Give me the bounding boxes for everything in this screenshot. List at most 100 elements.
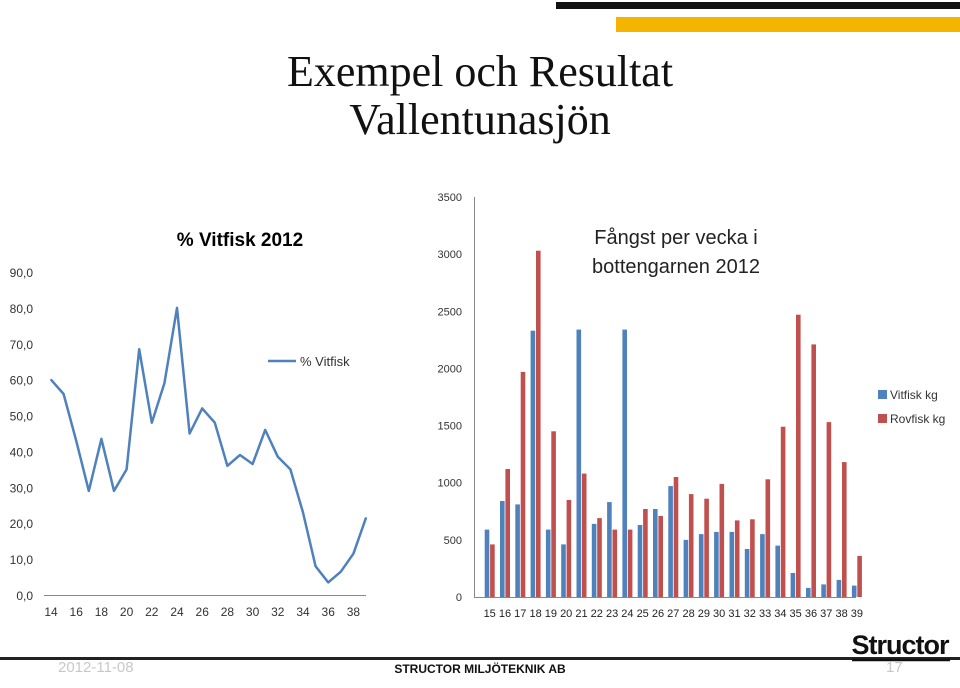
bar-rovfisk bbox=[505, 469, 510, 597]
bar-vitfisk bbox=[653, 509, 658, 597]
bar-chart-y-tick: 500 bbox=[444, 535, 462, 547]
line-chart-x-tick: 36 bbox=[322, 605, 336, 619]
line-chart-point bbox=[100, 438, 103, 440]
line-chart-y-tick: 50,0 bbox=[10, 410, 34, 424]
line-chart-x-tick: 30 bbox=[246, 605, 260, 619]
bar-chart-x-axis: 15 16 17 18 19 20 21 22 23 24 25 26 27 28 29 30 31 32 33 34… bbox=[484, 608, 863, 620]
bar-chart-x-tick: 29 bbox=[698, 608, 710, 620]
structor-logo-text: Structor bbox=[851, 632, 950, 660]
line-chart-x-axis: 14 16 18 20 22 24 26 28 30 32 34 36 38 bbox=[44, 605, 360, 619]
bar-chart-x-tick: 15 bbox=[484, 608, 496, 620]
line-chart-point bbox=[340, 570, 342, 573]
bar-chart-x-tick: 24 bbox=[621, 608, 633, 620]
line-chart-x-tick: 16 bbox=[70, 605, 84, 619]
line-chart-point bbox=[88, 490, 90, 492]
bar-chart-y-tick: 0 bbox=[456, 592, 462, 604]
bar-chart-x-tick: 20 bbox=[560, 608, 572, 620]
line-chart-point bbox=[327, 581, 330, 584]
structor-logo: Structor bbox=[851, 632, 951, 662]
bar-vitfisk bbox=[500, 501, 505, 597]
line-chart-point bbox=[50, 378, 52, 381]
bar-vitfisk bbox=[760, 534, 765, 597]
bar-chart-legend-label-vitfisk: Vitfisk kg bbox=[890, 388, 938, 402]
line-chart-x-tick: 32 bbox=[271, 605, 285, 619]
line-chart-y-tick: 90,0 bbox=[10, 266, 34, 280]
bar-chart-y-tick: 2500 bbox=[438, 306, 462, 318]
line-chart-x-tick: 18 bbox=[95, 605, 109, 619]
bar-rovfisk bbox=[826, 422, 832, 597]
line-chart-x-tick: 26 bbox=[196, 605, 210, 619]
bar-rovfisk bbox=[811, 344, 816, 597]
line-chart-x-tick: 28 bbox=[221, 605, 235, 619]
bar-rovfisk bbox=[750, 519, 755, 597]
line-chart-point bbox=[138, 348, 140, 350]
bar-chart-legend-swatch-rovfisk bbox=[878, 414, 887, 423]
top-accent-bar-black bbox=[556, 2, 960, 9]
bar-rovfisk bbox=[673, 477, 679, 597]
line-chart-x-tick: 20 bbox=[120, 605, 134, 619]
line-chart-y-tick: 40,0 bbox=[10, 445, 34, 459]
bar-chart-y-tick: 2000 bbox=[438, 363, 462, 375]
bar-rovfisk bbox=[566, 499, 572, 597]
bar-chart-x-tick: 25 bbox=[637, 608, 649, 620]
bar-rovfisk bbox=[627, 529, 633, 597]
line-chart-y-tick: 0,0 bbox=[16, 589, 33, 603]
bar-chart-y-tick: 1000 bbox=[438, 478, 462, 490]
bar-vitfisk bbox=[668, 486, 673, 597]
bar-rovfisk bbox=[780, 426, 786, 597]
bar-vitfisk bbox=[515, 504, 520, 597]
bar-vitfisk bbox=[683, 539, 689, 597]
bar-chart-x-tick: 39 bbox=[851, 608, 863, 620]
bar-chart-x-tick: 19 bbox=[545, 608, 557, 620]
line-chart: % Vitfisk 2012 0,0 10,0 20,0 30,0 40,0 50,0 60… bbox=[10, 230, 368, 619]
bar-chart-y-tick: 3000 bbox=[438, 249, 462, 261]
bar-rovfisk bbox=[842, 462, 847, 597]
bar-chart-x-tick: 36 bbox=[805, 608, 817, 620]
line-chart-point bbox=[188, 432, 191, 435]
bar-vitfisk bbox=[698, 534, 704, 597]
bar-vitfisk bbox=[744, 549, 750, 597]
line-chart-x-tick: 14 bbox=[44, 605, 58, 619]
bar-chart-title-line2: bottengarnen 2012 bbox=[592, 256, 760, 278]
line-chart-point bbox=[239, 454, 241, 456]
bar-vitfisk bbox=[591, 523, 597, 597]
line-chart-x-tick: 24 bbox=[170, 605, 184, 619]
bar-chart-x-tick: 38 bbox=[835, 608, 847, 620]
bar-rovfisk bbox=[796, 314, 801, 597]
bar-rovfisk bbox=[490, 544, 495, 597]
line-chart-y-axis: 0,0 10,0 20,0 30,0 40,0 50,0 60,0 70,0 80,0 90,0 bbox=[10, 266, 34, 603]
bar-chart-x-tick: 31 bbox=[728, 608, 740, 620]
line-chart-y-tick: 10,0 bbox=[10, 553, 34, 567]
bar-vitfisk bbox=[836, 579, 842, 597]
line-chart-point bbox=[163, 382, 166, 385]
bar-vitfisk bbox=[530, 330, 536, 597]
bar-chart-x-tick: 28 bbox=[682, 608, 694, 620]
bar-chart-x-tick: 22 bbox=[591, 608, 603, 620]
bar-rovfisk bbox=[719, 483, 725, 597]
bar-chart-bars bbox=[484, 250, 862, 597]
line-chart-point bbox=[289, 468, 292, 471]
bar-rovfisk bbox=[520, 371, 526, 597]
bar-vitfisk bbox=[821, 584, 826, 597]
bar-chart-x-tick: 16 bbox=[499, 608, 511, 620]
bar-vitfisk bbox=[714, 531, 719, 597]
line-chart-point bbox=[226, 465, 229, 467]
line-chart-legend-label: % Vitfisk bbox=[300, 354, 350, 369]
bar-chart-x-tick: 30 bbox=[713, 608, 725, 620]
bar-chart-y-tick: 1500 bbox=[438, 421, 462, 433]
bar-chart-x-tick: 17 bbox=[514, 608, 526, 620]
bar-rovfisk bbox=[551, 431, 556, 597]
bar-vitfisk bbox=[576, 329, 582, 597]
line-chart-point bbox=[62, 393, 65, 395]
bar-chart-y-tick: 3500 bbox=[438, 192, 462, 204]
line-chart-point bbox=[151, 421, 153, 424]
bar-rovfisk bbox=[536, 250, 541, 597]
slide-title-line1: Exempel och Resultat bbox=[286, 47, 674, 96]
line-chart-point bbox=[113, 490, 115, 492]
footer-company: STRUCTOR MILJÖTEKNIK AB bbox=[394, 662, 566, 676]
bar-vitfisk bbox=[637, 525, 643, 597]
slide-title-line2: Vallentunasjön bbox=[349, 95, 611, 145]
line-chart-series-line bbox=[50, 306, 368, 584]
line-chart-y-tick: 60,0 bbox=[10, 374, 34, 388]
slide-title: Exempel och Resultat Vallentunasjön bbox=[0, 47, 960, 145]
